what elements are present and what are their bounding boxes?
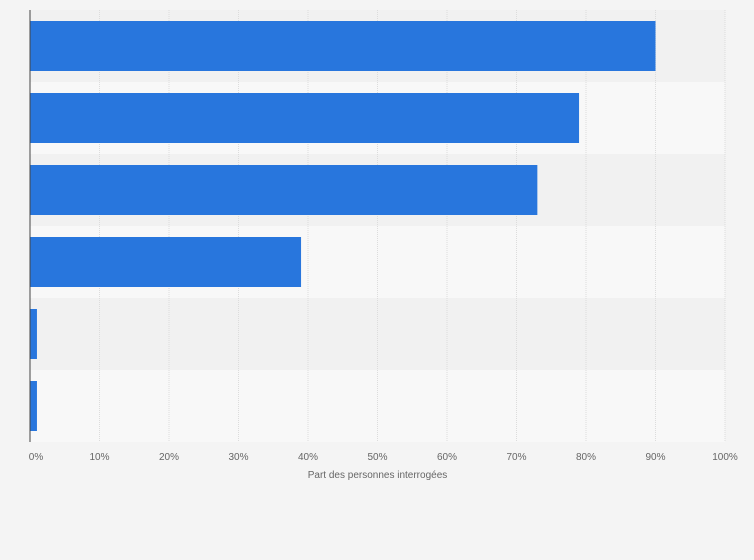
x-tick-label: 30%	[228, 452, 248, 463]
x-tick-label: 80%	[576, 452, 596, 463]
bar	[30, 21, 656, 71]
x-tick-label: 100%	[712, 452, 738, 463]
bars	[30, 21, 656, 431]
bar	[30, 93, 580, 143]
x-tick-label: 70%	[506, 452, 526, 463]
x-tick-label: 90%	[645, 452, 665, 463]
x-tick-label: 40%	[298, 452, 318, 463]
x-tick-label: 0%	[29, 452, 44, 463]
bar	[30, 309, 37, 359]
x-tick-label: 60%	[437, 452, 457, 463]
bar	[30, 165, 538, 215]
x-axis-title: Part des personnes interrogées	[308, 470, 448, 481]
x-tick-labels: 0% 10% 20% 30% 40% 50% 60% 70% 80% 90% 100%	[29, 452, 738, 463]
bar	[30, 381, 37, 431]
bar	[30, 237, 302, 287]
x-tick-label: 20%	[159, 452, 179, 463]
x-tick-label: 10%	[89, 452, 109, 463]
x-tick-label: 50%	[367, 452, 387, 463]
gridlines	[99, 10, 726, 442]
